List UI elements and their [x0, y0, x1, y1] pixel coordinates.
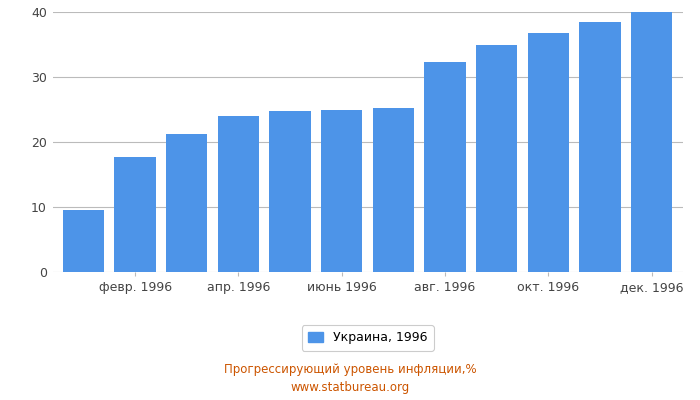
Bar	[63, 210, 104, 272]
Text: www.statbureau.org: www.statbureau.org	[290, 382, 410, 394]
Bar	[476, 45, 517, 272]
Bar	[166, 134, 207, 272]
Bar	[372, 108, 414, 272]
Bar	[218, 116, 259, 272]
Bar	[321, 110, 363, 272]
Bar	[424, 62, 466, 272]
Bar	[270, 111, 311, 272]
Bar	[528, 33, 569, 272]
Text: Прогрессирующий уровень инфляции,%: Прогрессирующий уровень инфляции,%	[224, 364, 476, 376]
Bar	[579, 22, 620, 272]
Bar	[115, 157, 156, 272]
Bar	[631, 12, 672, 272]
Legend: Украина, 1996: Украина, 1996	[302, 325, 433, 350]
